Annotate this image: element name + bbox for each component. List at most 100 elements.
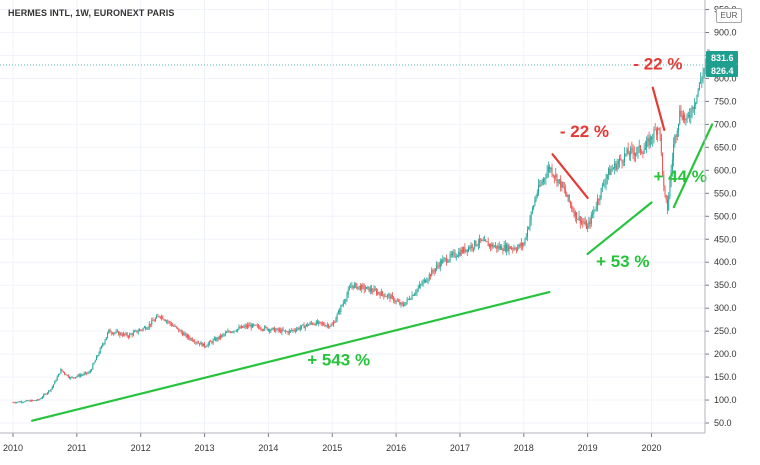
candle-body — [246, 326, 247, 327]
candle-body — [167, 321, 168, 322]
candle-body — [698, 90, 699, 95]
candle-body — [668, 196, 669, 209]
candle-body — [515, 248, 516, 249]
candle-body — [657, 128, 658, 134]
candle-body — [183, 334, 184, 336]
candle-body — [82, 375, 83, 376]
candle-body — [22, 402, 23, 403]
y-tick-label: 200.0 — [714, 349, 737, 359]
candle-body — [154, 321, 155, 322]
candle-body — [317, 321, 318, 323]
candle-body — [289, 331, 290, 334]
candle-body — [364, 286, 365, 290]
candle-body — [615, 163, 616, 169]
candle-body — [286, 331, 287, 332]
candle-body — [436, 265, 437, 268]
candle-body — [121, 333, 122, 335]
candle-body — [495, 246, 496, 247]
candle-body — [111, 333, 112, 334]
candle-body — [622, 160, 623, 163]
candle-body — [398, 301, 399, 302]
candle-body — [344, 302, 345, 303]
candle-body — [443, 259, 444, 260]
candle-body — [473, 248, 474, 249]
candle-body — [178, 328, 179, 331]
candle-body — [452, 253, 453, 255]
candle-body — [31, 400, 32, 401]
candle-body — [633, 149, 634, 153]
candle-body — [617, 164, 618, 170]
candle-body — [614, 163, 615, 168]
candle-body — [418, 288, 419, 290]
candle-body — [156, 316, 157, 319]
candle-body — [102, 345, 103, 346]
candle-body — [306, 324, 307, 326]
candle-body — [249, 325, 250, 326]
candle-body — [54, 381, 55, 384]
candle-body — [440, 261, 441, 267]
candle-body — [640, 146, 641, 153]
candle-body — [17, 402, 18, 403]
candle-body — [230, 332, 231, 333]
candle-body — [122, 335, 123, 336]
candle-body — [461, 250, 462, 256]
candle-body — [564, 187, 565, 189]
candle-body — [660, 129, 661, 135]
candle-body — [14, 402, 15, 403]
candle-body — [213, 340, 214, 343]
candle-body — [655, 130, 656, 131]
candle-body — [548, 167, 549, 172]
candle-body — [547, 172, 548, 178]
candle-body — [290, 330, 291, 331]
candle-body — [554, 176, 555, 177]
candle-body — [137, 330, 138, 332]
candle-body — [628, 149, 629, 154]
y-tick-label: 450.0 — [714, 234, 737, 244]
candle-body — [32, 400, 33, 401]
candle-body — [619, 158, 620, 161]
candle-body — [678, 124, 679, 131]
candle-body — [630, 148, 631, 155]
candle-body — [177, 327, 178, 328]
candle-body — [549, 167, 550, 169]
candle-body — [269, 329, 270, 331]
candle-body — [308, 324, 309, 325]
candle-body — [596, 207, 597, 210]
candle-body — [493, 244, 494, 247]
candle-body — [690, 116, 691, 117]
candle-body — [543, 179, 544, 182]
currency-selector[interactable]: EUR — [716, 8, 742, 23]
candle-body — [300, 328, 301, 330]
price-tags: 831.6826.4 — [706, 51, 738, 77]
candle-body — [152, 320, 153, 321]
candle-body — [227, 331, 228, 332]
candle-body — [608, 169, 609, 175]
candle-body — [361, 285, 362, 290]
candle-body — [238, 327, 239, 329]
candle-body — [70, 377, 71, 378]
candle-body — [199, 343, 200, 345]
candle-body — [477, 245, 478, 246]
candle-body — [36, 400, 37, 401]
candle-body — [457, 256, 458, 257]
candle-body — [423, 281, 424, 284]
candle-body — [79, 375, 80, 377]
candle-body — [264, 327, 265, 330]
candle-body — [432, 270, 433, 271]
candle-body — [275, 330, 276, 332]
candle-body — [362, 285, 363, 286]
candle-body — [43, 395, 44, 397]
candle-body — [450, 254, 451, 260]
candle-body — [674, 136, 675, 144]
candle-body — [602, 185, 603, 188]
candle-body — [636, 152, 637, 153]
candle-body — [545, 177, 546, 178]
candle-body — [280, 330, 281, 333]
candle-body — [580, 216, 581, 223]
candle-body — [652, 138, 653, 139]
candle-body — [405, 302, 406, 305]
candle-body — [193, 341, 194, 342]
candle-body — [202, 343, 203, 347]
candle-body — [646, 141, 647, 147]
candle-body — [216, 338, 217, 341]
